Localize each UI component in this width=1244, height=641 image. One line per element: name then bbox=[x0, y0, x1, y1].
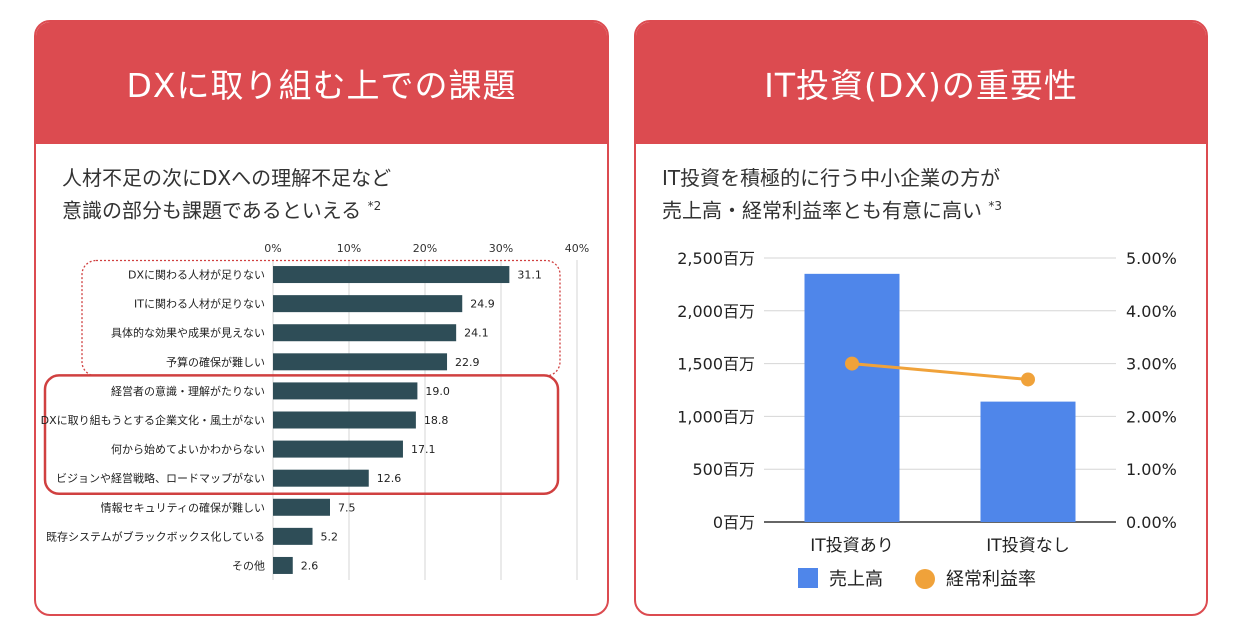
y-left-tick-label: 2,500百万 bbox=[677, 249, 755, 268]
bar bbox=[980, 401, 1076, 522]
bar bbox=[273, 266, 510, 284]
x-tick-label: 20% bbox=[413, 242, 437, 255]
category-label: 情報セキュリティの確保が難しい bbox=[101, 500, 265, 514]
y-left-tick-label: 500百万 bbox=[692, 460, 755, 479]
bar bbox=[804, 273, 900, 522]
legend-swatch-sales bbox=[798, 568, 818, 588]
y-right-tick-label: 2.00% bbox=[1126, 407, 1177, 426]
category-label: 具体的な効果や成果が見えない bbox=[111, 326, 265, 340]
bar bbox=[273, 411, 416, 429]
left-card: DXに取り組む上での課題 人材不足の次にDXへの理解不足など 意識の部分も課題で… bbox=[34, 20, 609, 616]
right-subtitle-note: *3 bbox=[988, 199, 1002, 213]
x-tick-label: IT投資なし bbox=[986, 536, 1069, 556]
bar-value-label: 5.2 bbox=[321, 530, 339, 543]
bar-value-label: 24.9 bbox=[470, 298, 495, 311]
right-card-title: IT投資(DX)の重要性 bbox=[636, 22, 1206, 144]
bar-value-label: 22.9 bbox=[455, 356, 480, 369]
bar-value-label: 19.0 bbox=[425, 385, 450, 398]
x-tick-label: 40% bbox=[565, 242, 589, 255]
right-card: IT投資(DX)の重要性 IT投資を積極的に行う中小企業の方が 売上高・経常利益… bbox=[634, 20, 1208, 616]
bar bbox=[273, 382, 418, 400]
highlight-solid-box bbox=[43, 374, 560, 495]
dx-challenges-bar-chart: 0% 10% 20% 30% 40% DXに関わる人材が足りない 31.1 ITに関わる人材が… bbox=[41, 242, 589, 580]
it-investment-combo-chart: 0百万 500百万 1,000百万 1,500百万 2,000百万 2,500百万 0.00… bbox=[677, 249, 1177, 590]
left-card-title: DXに取り組む上での課題 bbox=[36, 22, 607, 144]
right-subtitle-line2: 売上高・経常利益率とも有意に高い bbox=[662, 198, 982, 223]
y-left-tick-label: 1,500百万 bbox=[677, 355, 755, 374]
line-point bbox=[845, 356, 859, 371]
category-label: 経営者の意識・理解がたりない bbox=[111, 384, 265, 398]
bar-value-label: 18.8 bbox=[424, 414, 449, 427]
bar bbox=[273, 295, 463, 313]
profit-rate-line bbox=[851, 362, 1029, 381]
category-label: ビジョンや経営戦略、ロードマップがない bbox=[56, 471, 265, 485]
bar-value-label: 7.5 bbox=[338, 501, 356, 514]
y-right-tick-label: 3.00% bbox=[1126, 355, 1177, 374]
category-label: DXに関わる人材が足りない bbox=[128, 268, 265, 282]
left-card-subtitle: 人材不足の次にDXへの理解不足など 意識の部分も課題であるといえる *2 bbox=[62, 164, 391, 225]
y-right-tick-label: 5.00% bbox=[1126, 249, 1177, 268]
y-right-tick-label: 1.00% bbox=[1126, 460, 1177, 479]
legend-label-profit: 経常利益率 bbox=[946, 569, 1036, 590]
line-point bbox=[1021, 372, 1035, 387]
bar-value-label: 17.1 bbox=[411, 443, 436, 456]
left-subtitle-line1: 人材不足の次にDXへの理解不足など bbox=[62, 166, 392, 190]
left-subtitle-note: *2 bbox=[367, 199, 382, 213]
bar bbox=[273, 556, 293, 574]
right-card-subtitle: IT投資を積極的に行う中小企業の方が 売上高・経常利益率とも有意に高い *3 bbox=[662, 164, 1002, 225]
category-label: 何から始めてよいかわからない bbox=[111, 442, 265, 456]
y-left-tick-label: 0百万 bbox=[713, 513, 755, 532]
y-left-tick-label: 2,000百万 bbox=[677, 302, 755, 321]
x-tick-label: 30% bbox=[489, 242, 513, 255]
x-tick-label: 0% bbox=[264, 242, 281, 255]
y-right-tick-label: 0.00% bbox=[1126, 513, 1177, 532]
bar bbox=[273, 324, 457, 342]
category-label: 予算の確保が難しい bbox=[166, 355, 265, 369]
y-right-tick-label: 4.00% bbox=[1126, 302, 1177, 321]
x-tick-label: 10% bbox=[337, 242, 361, 255]
bar bbox=[273, 469, 369, 487]
bar bbox=[273, 440, 403, 458]
bar-value-label: 31.1 bbox=[517, 269, 542, 282]
highlight-dotted-box bbox=[81, 259, 561, 377]
bar bbox=[273, 353, 448, 371]
left-subtitle-line2: 意識の部分も課題であるといえる bbox=[62, 198, 362, 223]
bar bbox=[273, 527, 313, 545]
right-subtitle-line1: IT投資を積極的に行う中小企業の方が bbox=[662, 166, 1001, 190]
legend-label-sales: 売上高 bbox=[829, 569, 883, 590]
category-label: ITに関わる人材が足りない bbox=[134, 297, 265, 311]
category-label: DXに取り組もうとする企業文化・風土がない bbox=[41, 413, 265, 427]
x-tick-label: IT投資あり bbox=[810, 536, 893, 556]
bar-value-label: 2.6 bbox=[301, 559, 319, 572]
bar-value-label: 12.6 bbox=[377, 472, 402, 485]
category-label: その他 bbox=[232, 559, 265, 572]
bar bbox=[273, 498, 330, 516]
legend-swatch-profit bbox=[915, 569, 935, 589]
category-label: 既存システムがブラックボックス化している bbox=[46, 529, 265, 543]
y-left-tick-label: 1,000百万 bbox=[677, 407, 755, 426]
bar-value-label: 24.1 bbox=[464, 327, 489, 340]
